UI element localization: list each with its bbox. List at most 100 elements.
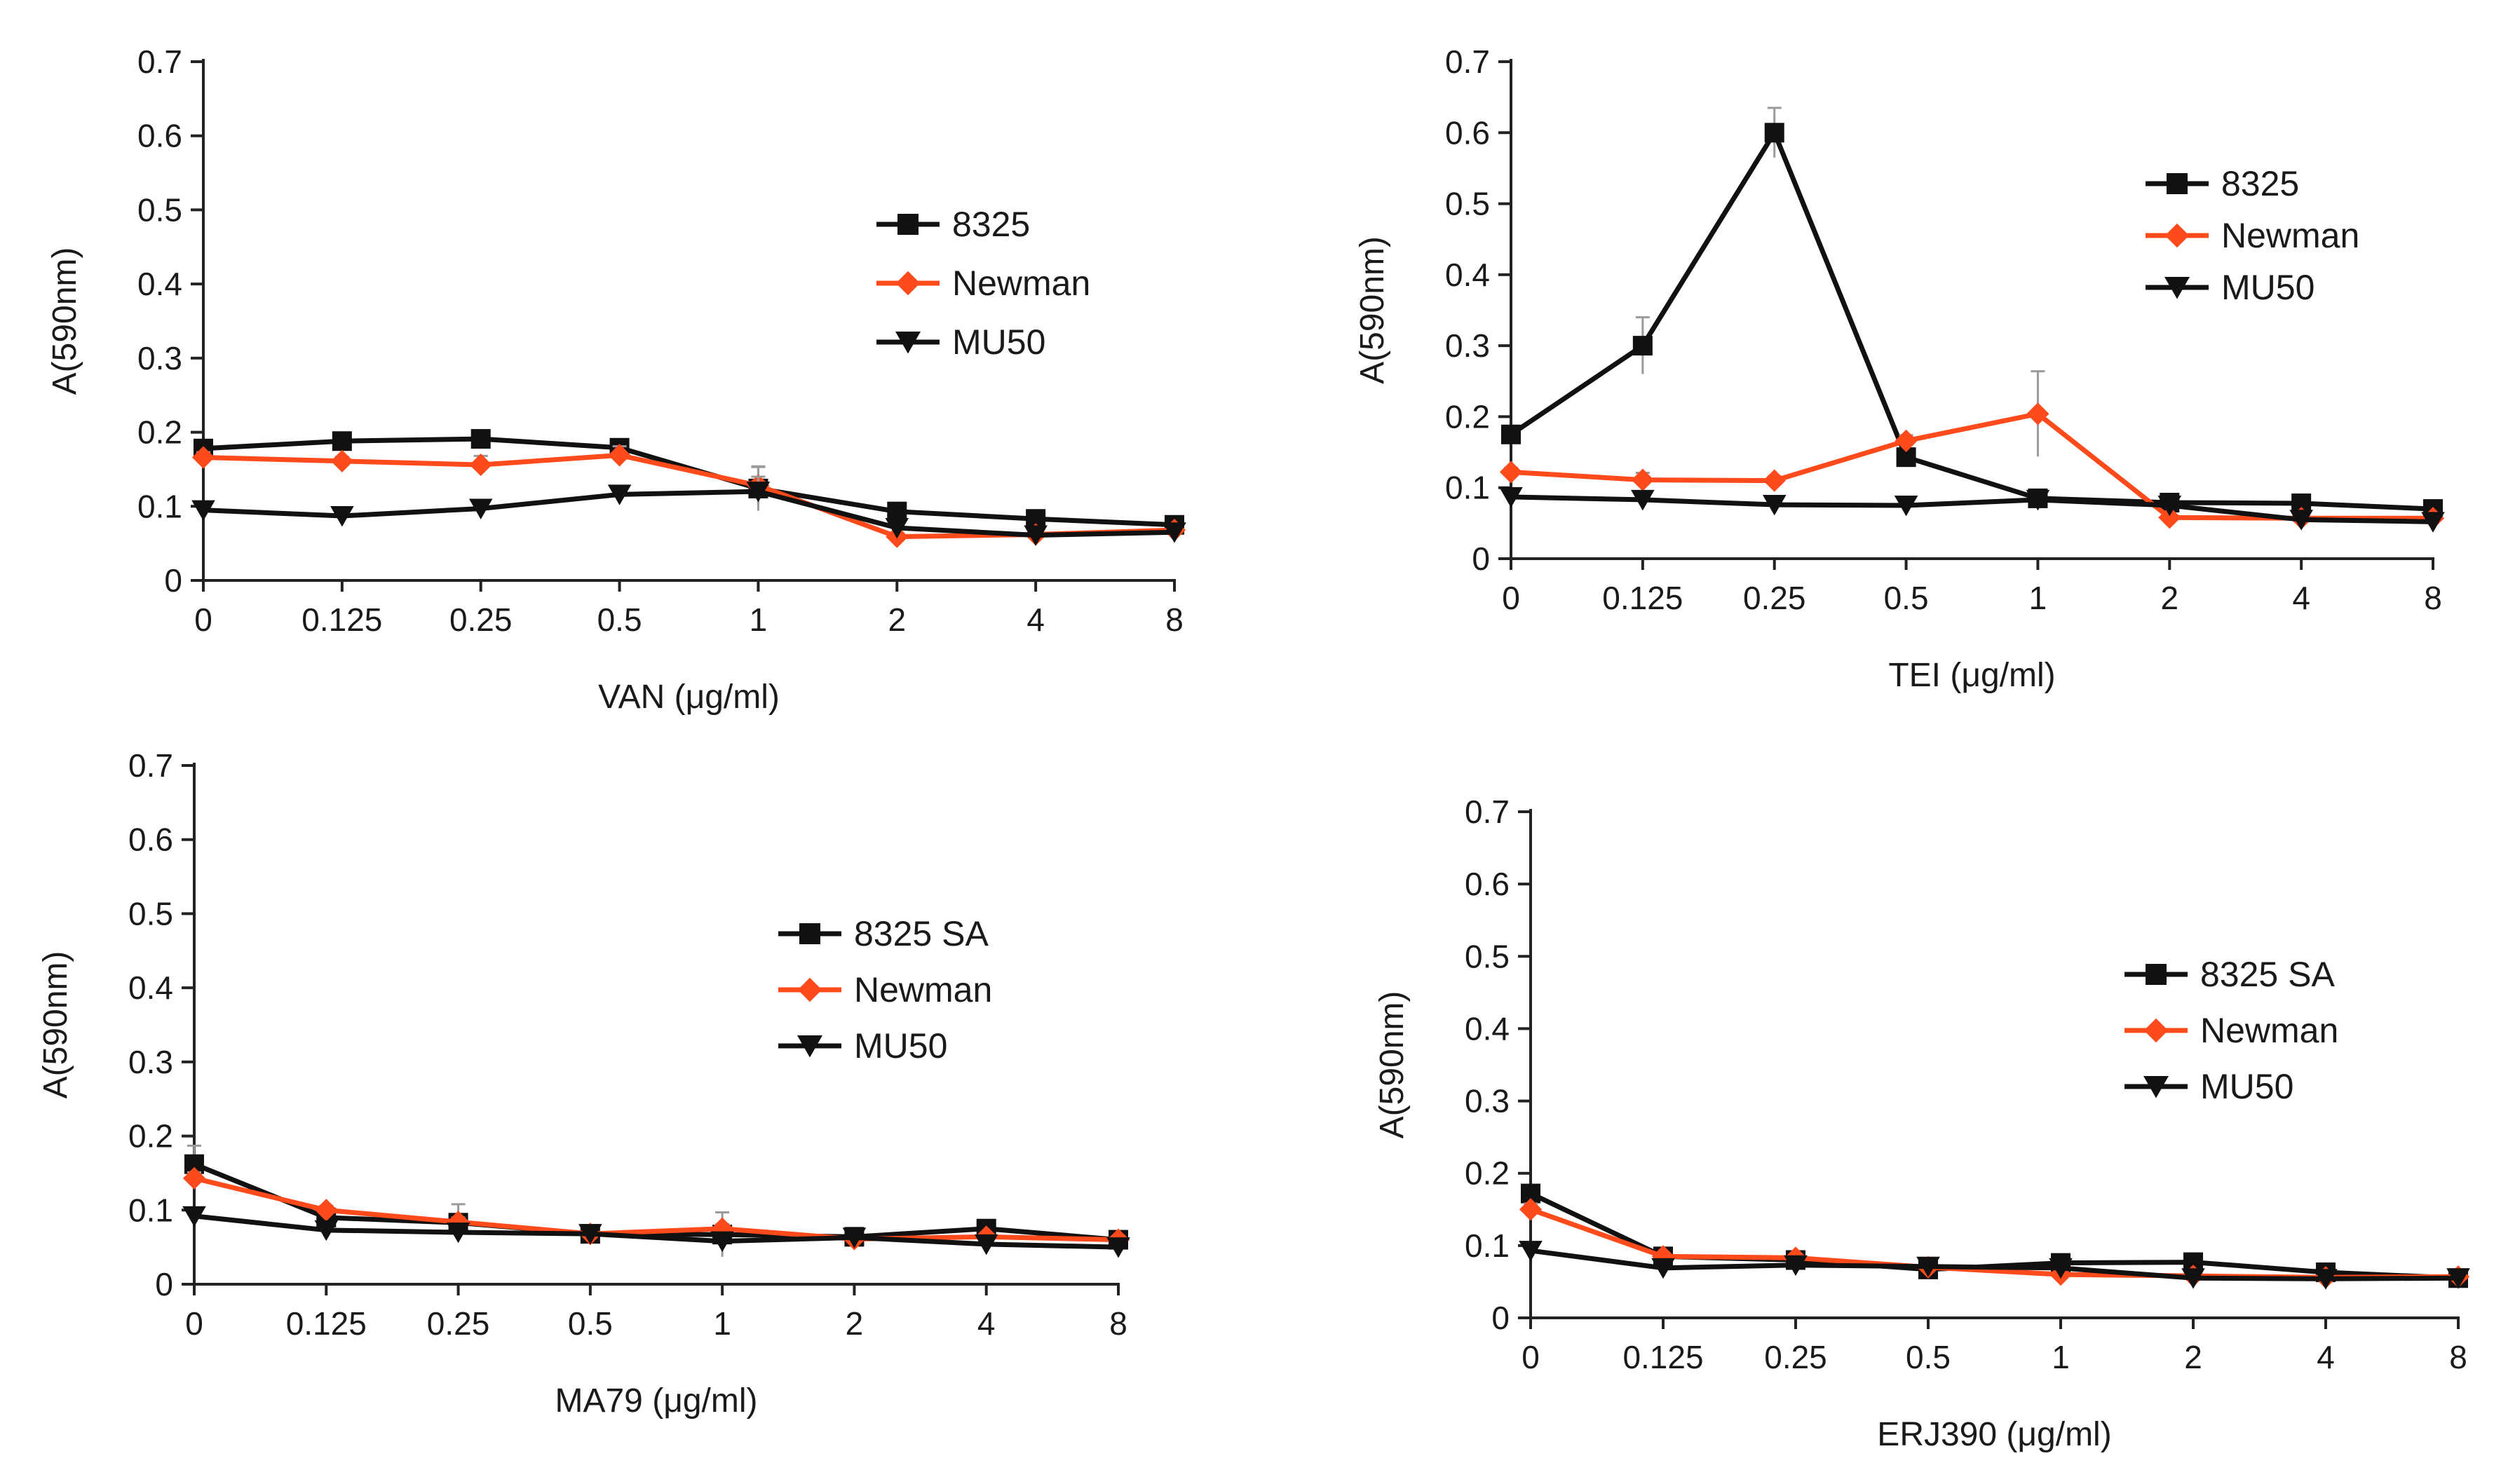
x-tick-label: 0.5 bbox=[1906, 1339, 1951, 1375]
data-point bbox=[1631, 468, 1654, 491]
x-tick-label: 0 bbox=[1502, 580, 1520, 616]
y-tick-label: 0 bbox=[1491, 1300, 1510, 1336]
x-axis-label: MA79 (μg/ml) bbox=[555, 1382, 757, 1420]
y-tick-label: 0.4 bbox=[1445, 257, 1490, 293]
y-tick-label: 0.2 bbox=[1465, 1155, 1510, 1192]
legend: 8325 Newman MU50 bbox=[876, 205, 1090, 362]
legend: 8325 SA Newman MU50 bbox=[2124, 955, 2338, 1106]
series-line bbox=[1510, 130, 2434, 512]
legend-marker bbox=[2164, 223, 2190, 248]
x-tick-label: 4 bbox=[977, 1305, 996, 1342]
x-tick-label: 4 bbox=[2292, 580, 2310, 616]
data-point bbox=[446, 1223, 470, 1244]
data-point bbox=[1764, 123, 1784, 143]
data-point bbox=[2289, 510, 2313, 531]
data-point bbox=[2181, 1268, 2205, 1289]
x-tick-label: 0.25 bbox=[449, 601, 513, 638]
legend-marker bbox=[897, 214, 919, 235]
series-line bbox=[194, 1213, 1119, 1250]
data-point bbox=[608, 444, 631, 467]
series-line bbox=[193, 1162, 1119, 1243]
data-point bbox=[2026, 489, 2050, 511]
y-tick-label: 0.5 bbox=[137, 191, 182, 228]
data-point bbox=[468, 498, 493, 519]
y-tick-label: 0.4 bbox=[137, 266, 182, 302]
chart-ma79: 0 0.1 0.2 0.3 0.4 0.5 0.6 0.7 0 0.125 0.25 0.5 1 2 4 8 M… bbox=[37, 747, 1130, 1420]
y-tick-label: 0.6 bbox=[128, 822, 173, 858]
data-point bbox=[842, 1227, 867, 1248]
data-point bbox=[1519, 1241, 1543, 1262]
data-point bbox=[1631, 489, 1655, 511]
data-point bbox=[191, 446, 215, 469]
x-tick-label: 0.125 bbox=[1622, 1339, 1703, 1375]
data-point bbox=[330, 506, 354, 527]
series-line bbox=[203, 489, 1175, 538]
legend-marker bbox=[799, 923, 820, 944]
data-point bbox=[1632, 336, 1653, 356]
data-point bbox=[1519, 1198, 1543, 1221]
y-axis-label: A(590nm) bbox=[1374, 991, 1411, 1139]
data-point bbox=[182, 1206, 206, 1227]
data-point bbox=[1499, 461, 1523, 484]
x-tick-label: 0.25 bbox=[1764, 1339, 1827, 1375]
legend: 8325 SA Newman MU50 bbox=[778, 914, 992, 1066]
x-tick-label: 4 bbox=[2317, 1339, 2335, 1375]
x-tick-label: 0.25 bbox=[427, 1305, 490, 1342]
series-line bbox=[1510, 494, 2434, 524]
legend-label: 8325 SA bbox=[2200, 955, 2335, 994]
y-tick-label: 0.1 bbox=[128, 1192, 173, 1228]
data-point bbox=[607, 484, 632, 505]
x-tick-label: 2 bbox=[2184, 1339, 2202, 1375]
x-axis-label: ERJ390 (μg/ml) bbox=[1877, 1416, 2111, 1453]
y-tick-label: 0.2 bbox=[1445, 398, 1490, 435]
data-point bbox=[1895, 429, 1918, 452]
x-tick-label: 2 bbox=[888, 601, 906, 638]
y-tick-label: 0.3 bbox=[137, 340, 182, 376]
legend-label: 8325 bbox=[952, 205, 1030, 244]
y-tick-label: 0.4 bbox=[1465, 1010, 1510, 1047]
x-tick-label: 8 bbox=[2424, 580, 2442, 616]
series-line bbox=[194, 1176, 1119, 1243]
data-point bbox=[2446, 1268, 2470, 1289]
legend-marker bbox=[895, 332, 921, 354]
y-tick-label: 0 bbox=[1472, 540, 1490, 577]
chart-tei: 0 0.1 0.2 0.3 0.4 0.5 0.6 0.7 0 0.125 0.25 0.5 1 2 4 8 T… bbox=[1354, 43, 2445, 694]
series-mu50 bbox=[182, 1206, 1130, 1258]
data-point bbox=[1501, 424, 1521, 444]
data-point bbox=[2314, 1269, 2338, 1290]
x-tick-label: 0 bbox=[194, 601, 212, 638]
series-mu50 bbox=[1519, 1241, 2470, 1290]
data-point bbox=[1651, 1258, 1675, 1279]
x-tick-label: 4 bbox=[1026, 601, 1045, 638]
legend: 8325 Newman MU50 bbox=[2146, 164, 2359, 307]
data-point bbox=[1163, 522, 1186, 543]
data-point bbox=[2421, 512, 2445, 533]
legend-label: Newman bbox=[854, 970, 992, 1009]
series-mu50 bbox=[191, 475, 1186, 546]
data-point bbox=[470, 429, 491, 449]
x-tick-label: 0.125 bbox=[1602, 580, 1683, 616]
legend-marker bbox=[2167, 173, 2188, 194]
y-tick-label: 0.1 bbox=[1445, 470, 1490, 506]
data-point bbox=[2049, 1258, 2073, 1279]
data-point bbox=[1916, 1256, 1940, 1278]
y-tick-label: 0.5 bbox=[1445, 186, 1490, 222]
x-tick-label: 1 bbox=[713, 1305, 731, 1342]
data-point bbox=[1499, 486, 1523, 508]
y-tick-label: 0.1 bbox=[1465, 1227, 1510, 1264]
y-tick-label: 0.7 bbox=[137, 43, 182, 80]
legend-label: 8325 bbox=[2221, 164, 2299, 203]
legend-label: MU50 bbox=[854, 1026, 947, 1066]
y-tick-label: 0.5 bbox=[128, 895, 173, 932]
x-tick-label: 2 bbox=[2160, 580, 2178, 616]
data-point bbox=[746, 482, 771, 503]
legend-label: 8325 SA bbox=[854, 914, 989, 953]
x-tick-label: 2 bbox=[846, 1305, 864, 1342]
x-tick-label: 0.125 bbox=[286, 1305, 367, 1342]
y-axis-label: A(590nm) bbox=[1354, 236, 1391, 384]
y-tick-label: 0.2 bbox=[137, 414, 182, 451]
data-point bbox=[2157, 496, 2182, 517]
data-point bbox=[710, 1231, 734, 1253]
y-tick-label: 0.3 bbox=[1445, 327, 1490, 364]
